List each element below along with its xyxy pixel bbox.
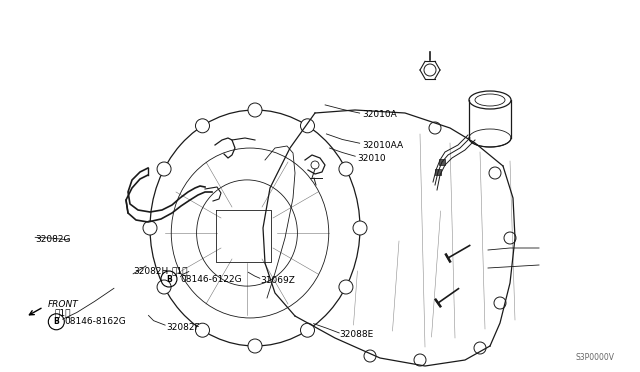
Circle shape: [301, 119, 314, 133]
Text: 31069Z: 31069Z: [260, 276, 294, 285]
Circle shape: [339, 162, 353, 176]
Circle shape: [301, 323, 314, 337]
Text: 08146-8162G: 08146-8162G: [64, 317, 125, 326]
Circle shape: [248, 339, 262, 353]
Circle shape: [429, 122, 441, 134]
Circle shape: [339, 280, 353, 294]
Text: B: B: [166, 275, 172, 283]
Circle shape: [157, 162, 171, 176]
Text: 32082F: 32082F: [166, 323, 200, 332]
Text: FRONT: FRONT: [48, 300, 79, 309]
Text: 32088E: 32088E: [339, 330, 374, 339]
Circle shape: [489, 167, 501, 179]
Text: 32010AA: 32010AA: [362, 141, 403, 150]
Text: 32010: 32010: [357, 154, 386, 163]
Text: S3P0000V: S3P0000V: [575, 353, 614, 362]
Circle shape: [504, 232, 516, 244]
Text: B: B: [54, 317, 59, 326]
Polygon shape: [435, 169, 441, 175]
Circle shape: [195, 323, 209, 337]
Text: （1）: （1）: [54, 308, 71, 317]
Circle shape: [143, 221, 157, 235]
Text: 08146-6122G: 08146-6122G: [180, 275, 242, 283]
Circle shape: [364, 350, 376, 362]
Text: （1）: （1）: [172, 266, 188, 275]
Circle shape: [474, 342, 486, 354]
Text: 32082G: 32082G: [35, 235, 70, 244]
Text: 32082H: 32082H: [133, 267, 168, 276]
Circle shape: [353, 221, 367, 235]
Circle shape: [195, 119, 209, 133]
Circle shape: [494, 297, 506, 309]
Circle shape: [248, 103, 262, 117]
Circle shape: [157, 280, 171, 294]
Circle shape: [414, 354, 426, 366]
Text: 32010A: 32010A: [362, 110, 397, 119]
Polygon shape: [439, 159, 445, 165]
